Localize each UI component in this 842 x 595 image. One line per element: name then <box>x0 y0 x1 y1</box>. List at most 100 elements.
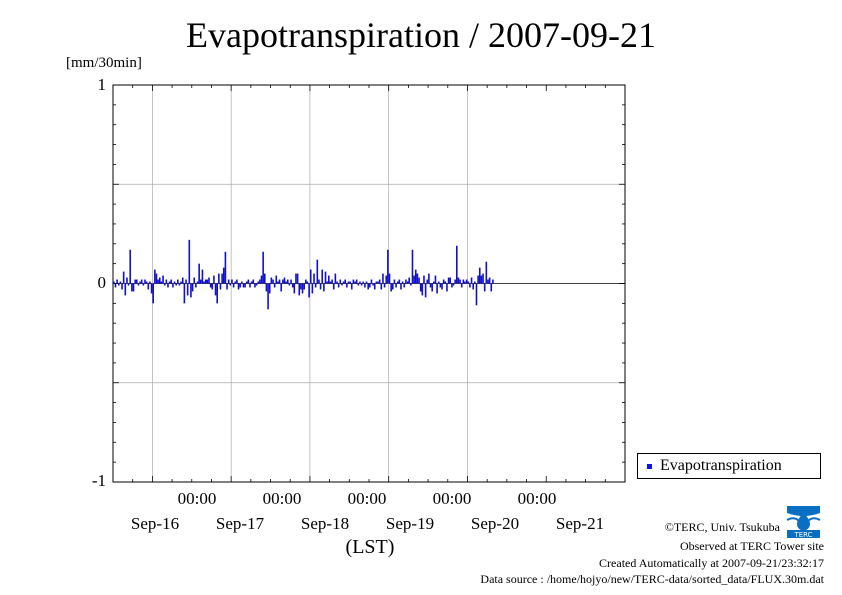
bar <box>260 275 263 284</box>
bar <box>373 283 376 290</box>
bar <box>403 283 406 288</box>
bar <box>285 281 287 284</box>
bar <box>334 273 337 284</box>
bar <box>178 283 181 286</box>
bar <box>172 283 174 288</box>
bar <box>129 249 132 284</box>
bar <box>255 283 258 286</box>
x-date-label: Sep-19 <box>385 514 435 533</box>
bar <box>359 281 361 284</box>
bar <box>298 283 301 296</box>
bar <box>336 281 338 284</box>
bar <box>290 279 292 284</box>
bar <box>375 281 378 284</box>
terc-logo-icon: TERC <box>785 503 822 539</box>
bar <box>270 277 273 284</box>
legend: Evapotranspiration <box>637 453 821 479</box>
bar <box>464 281 466 284</box>
footer-source: Data source : /home/hojyo/new/TERC-data/… <box>480 572 824 586</box>
x-time-label: 00:00 <box>432 489 472 508</box>
bar <box>216 283 219 304</box>
bar <box>472 283 475 290</box>
bar <box>277 281 279 284</box>
bar <box>372 283 374 286</box>
bar <box>462 279 465 284</box>
bar <box>168 281 171 284</box>
bar <box>158 277 161 284</box>
y-axis-units: [mm/30min] <box>66 55 142 71</box>
bar <box>429 283 432 288</box>
bar <box>209 283 212 288</box>
bar <box>391 283 394 290</box>
bar <box>414 269 417 284</box>
bar <box>388 273 391 284</box>
bar <box>418 277 420 284</box>
bar <box>296 273 299 284</box>
legend-marker <box>647 464 652 469</box>
bar <box>324 271 327 284</box>
bar <box>378 279 381 284</box>
bar <box>268 283 271 294</box>
bar <box>488 277 491 284</box>
bar <box>140 279 143 284</box>
bar <box>134 279 136 284</box>
terc-logo-text: TERC <box>793 531 812 539</box>
bar <box>218 273 220 284</box>
bar <box>117 283 120 286</box>
bar <box>147 283 150 290</box>
bar <box>267 283 269 310</box>
footer-credit: ©TERC, Univ. Tsukuba <box>664 520 780 534</box>
bar <box>254 283 256 288</box>
bar <box>177 279 179 284</box>
bar <box>452 283 455 286</box>
bar <box>401 281 404 284</box>
bar <box>469 283 471 288</box>
bar <box>437 281 440 284</box>
bar <box>150 283 153 294</box>
bar <box>355 279 358 284</box>
bar <box>331 279 333 284</box>
bar <box>447 277 450 284</box>
bar <box>433 281 435 284</box>
bar <box>419 283 422 292</box>
bar <box>444 281 447 284</box>
bar <box>413 275 415 284</box>
bar <box>316 259 319 284</box>
bar <box>344 279 347 284</box>
bar <box>144 279 146 284</box>
bar <box>313 273 315 284</box>
x-date-label: Sep-21 <box>555 514 605 533</box>
bar <box>327 275 330 284</box>
bar <box>204 279 207 284</box>
bar <box>416 273 419 284</box>
bar <box>329 281 332 284</box>
bar <box>306 281 309 284</box>
bar <box>365 281 368 284</box>
bar <box>467 281 470 284</box>
bar <box>370 279 373 284</box>
x-date-label: Sep-17 <box>215 514 265 533</box>
bar <box>326 281 328 284</box>
bar <box>208 277 210 284</box>
bar <box>157 279 159 284</box>
bar <box>126 277 128 284</box>
bar <box>282 279 284 284</box>
bar <box>121 283 123 290</box>
bar <box>303 283 305 290</box>
bar <box>173 281 176 284</box>
bar <box>339 279 342 284</box>
bar <box>377 281 379 284</box>
bar <box>213 275 215 284</box>
bar <box>390 283 392 292</box>
bar <box>113 281 115 284</box>
bar <box>387 249 389 284</box>
bar <box>206 279 209 284</box>
bar <box>175 283 177 286</box>
bar <box>441 283 443 290</box>
x-date-label: Sep-16 <box>130 514 180 533</box>
bar <box>283 277 286 284</box>
bar <box>162 275 164 284</box>
bar <box>385 275 388 284</box>
bar <box>188 239 191 284</box>
